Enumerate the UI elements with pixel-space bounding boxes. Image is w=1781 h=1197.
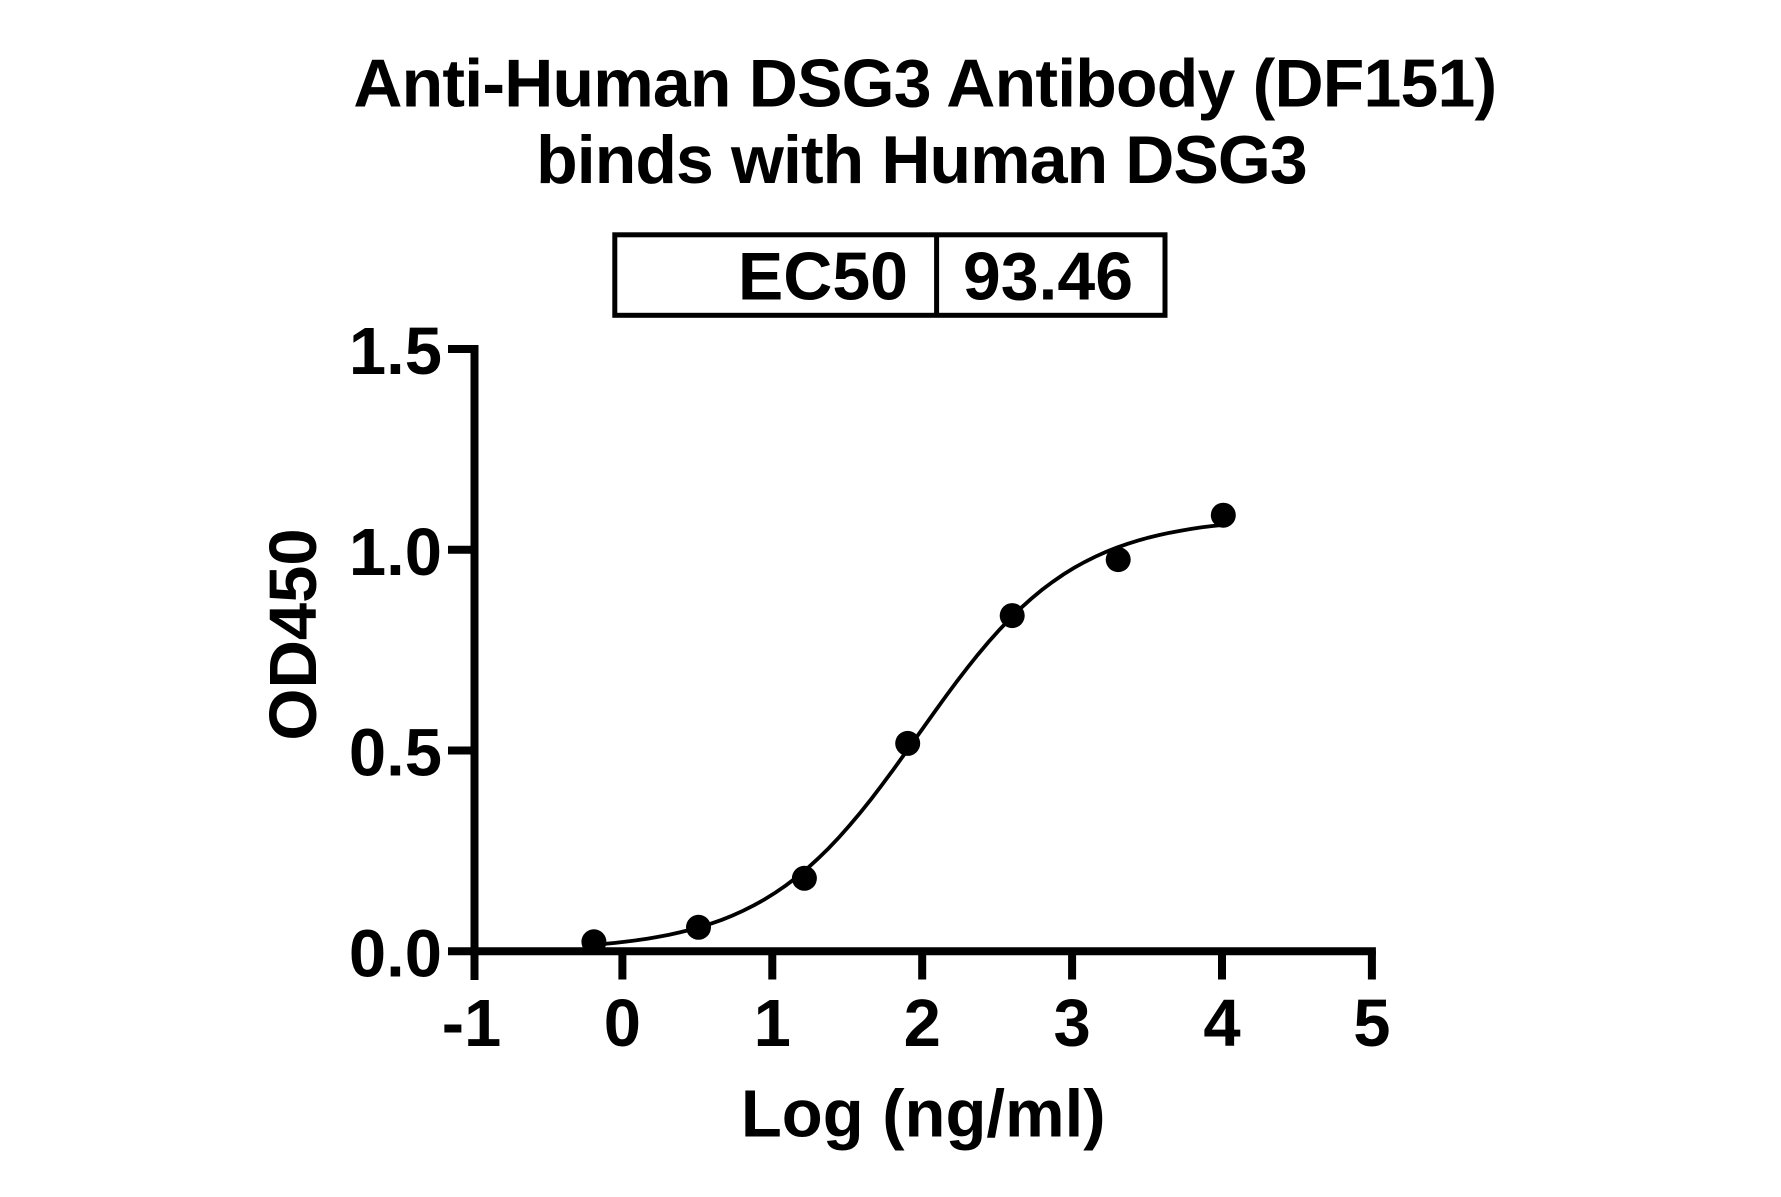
svg-text:2: 2 bbox=[904, 986, 941, 1061]
svg-text:1.5: 1.5 bbox=[349, 314, 442, 389]
svg-text:0: 0 bbox=[604, 986, 641, 1061]
svg-text:1: 1 bbox=[754, 986, 791, 1061]
svg-text:93.46: 93.46 bbox=[963, 239, 1133, 315]
svg-text:binds with Human DSG3: binds with Human DSG3 bbox=[536, 122, 1307, 198]
svg-text:5: 5 bbox=[1353, 986, 1390, 1061]
svg-text:4: 4 bbox=[1203, 986, 1240, 1061]
svg-text:0.0: 0.0 bbox=[349, 916, 442, 991]
svg-text:0.5: 0.5 bbox=[349, 716, 442, 791]
svg-text:EC50: EC50 bbox=[738, 239, 908, 315]
svg-text:Anti-Human DSG3 Antibody (DF15: Anti-Human DSG3 Antibody (DF151) bbox=[353, 45, 1496, 121]
svg-text:-1: -1 bbox=[442, 986, 502, 1061]
svg-text:3: 3 bbox=[1053, 986, 1090, 1061]
svg-text:OD450: OD450 bbox=[256, 528, 331, 740]
svg-text:1.0: 1.0 bbox=[349, 515, 442, 590]
svg-text:Log (ng/ml): Log (ng/ml) bbox=[741, 1076, 1106, 1151]
